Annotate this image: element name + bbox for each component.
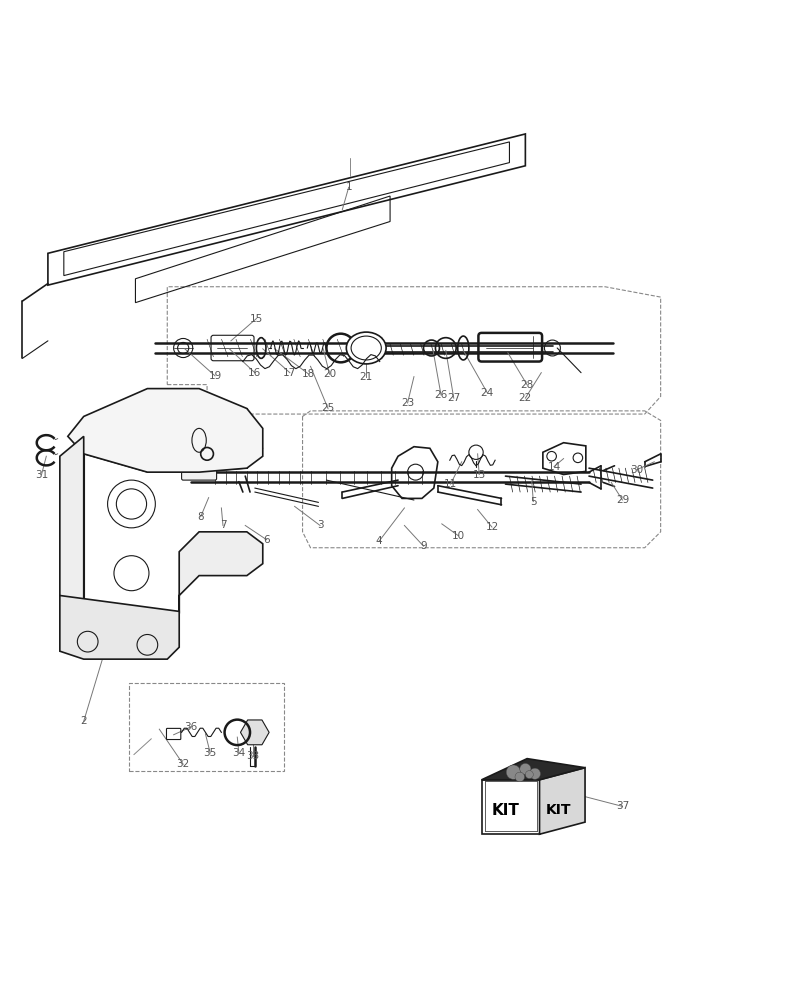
Text: 10: 10 — [452, 531, 465, 541]
Text: 29: 29 — [615, 495, 629, 505]
Text: 22: 22 — [518, 393, 531, 403]
Text: 7: 7 — [220, 520, 226, 530]
Text: 20: 20 — [323, 369, 336, 379]
Text: 17: 17 — [283, 368, 296, 378]
Circle shape — [529, 768, 540, 779]
Text: 35: 35 — [204, 748, 217, 758]
Text: 1: 1 — [345, 182, 352, 192]
Text: 33: 33 — [247, 751, 260, 761]
Circle shape — [519, 763, 530, 775]
Text: 16: 16 — [248, 368, 261, 378]
Text: 34: 34 — [232, 748, 245, 758]
Text: 6: 6 — [263, 535, 270, 545]
Polygon shape — [240, 720, 268, 745]
Text: 26: 26 — [434, 390, 447, 400]
Polygon shape — [68, 389, 263, 472]
Text: 8: 8 — [197, 512, 204, 522]
Text: 14: 14 — [547, 462, 560, 472]
Ellipse shape — [345, 332, 386, 364]
Text: 23: 23 — [401, 398, 414, 408]
Circle shape — [514, 772, 524, 782]
Text: 13: 13 — [472, 470, 485, 480]
Text: 3: 3 — [316, 520, 323, 530]
Bar — [129, 683, 284, 771]
Polygon shape — [481, 759, 584, 780]
Text: 18: 18 — [302, 369, 315, 379]
FancyBboxPatch shape — [182, 453, 217, 480]
Text: 19: 19 — [208, 371, 221, 381]
Text: 15: 15 — [250, 314, 263, 324]
Text: 37: 37 — [615, 801, 629, 811]
Polygon shape — [84, 406, 263, 472]
Text: 30: 30 — [629, 465, 642, 475]
Text: KIT: KIT — [491, 803, 518, 818]
Text: 28: 28 — [520, 380, 533, 390]
Text: 21: 21 — [359, 372, 372, 382]
Text: 4: 4 — [375, 536, 382, 546]
Text: 5: 5 — [530, 497, 536, 507]
Text: KIT: KIT — [545, 803, 570, 817]
Polygon shape — [60, 595, 179, 659]
Text: 32: 32 — [176, 759, 190, 769]
Text: 11: 11 — [444, 479, 457, 489]
Circle shape — [525, 771, 533, 779]
Text: 31: 31 — [35, 470, 48, 480]
Text: 27: 27 — [447, 393, 460, 403]
Circle shape — [505, 765, 520, 779]
Polygon shape — [60, 436, 263, 635]
Text: 12: 12 — [485, 522, 498, 532]
Text: 25: 25 — [321, 403, 334, 413]
Text: 2: 2 — [80, 716, 87, 726]
Text: 9: 9 — [419, 541, 427, 551]
Polygon shape — [539, 768, 584, 834]
Text: 24: 24 — [480, 388, 493, 398]
Polygon shape — [481, 780, 539, 834]
Text: 36: 36 — [184, 722, 198, 732]
